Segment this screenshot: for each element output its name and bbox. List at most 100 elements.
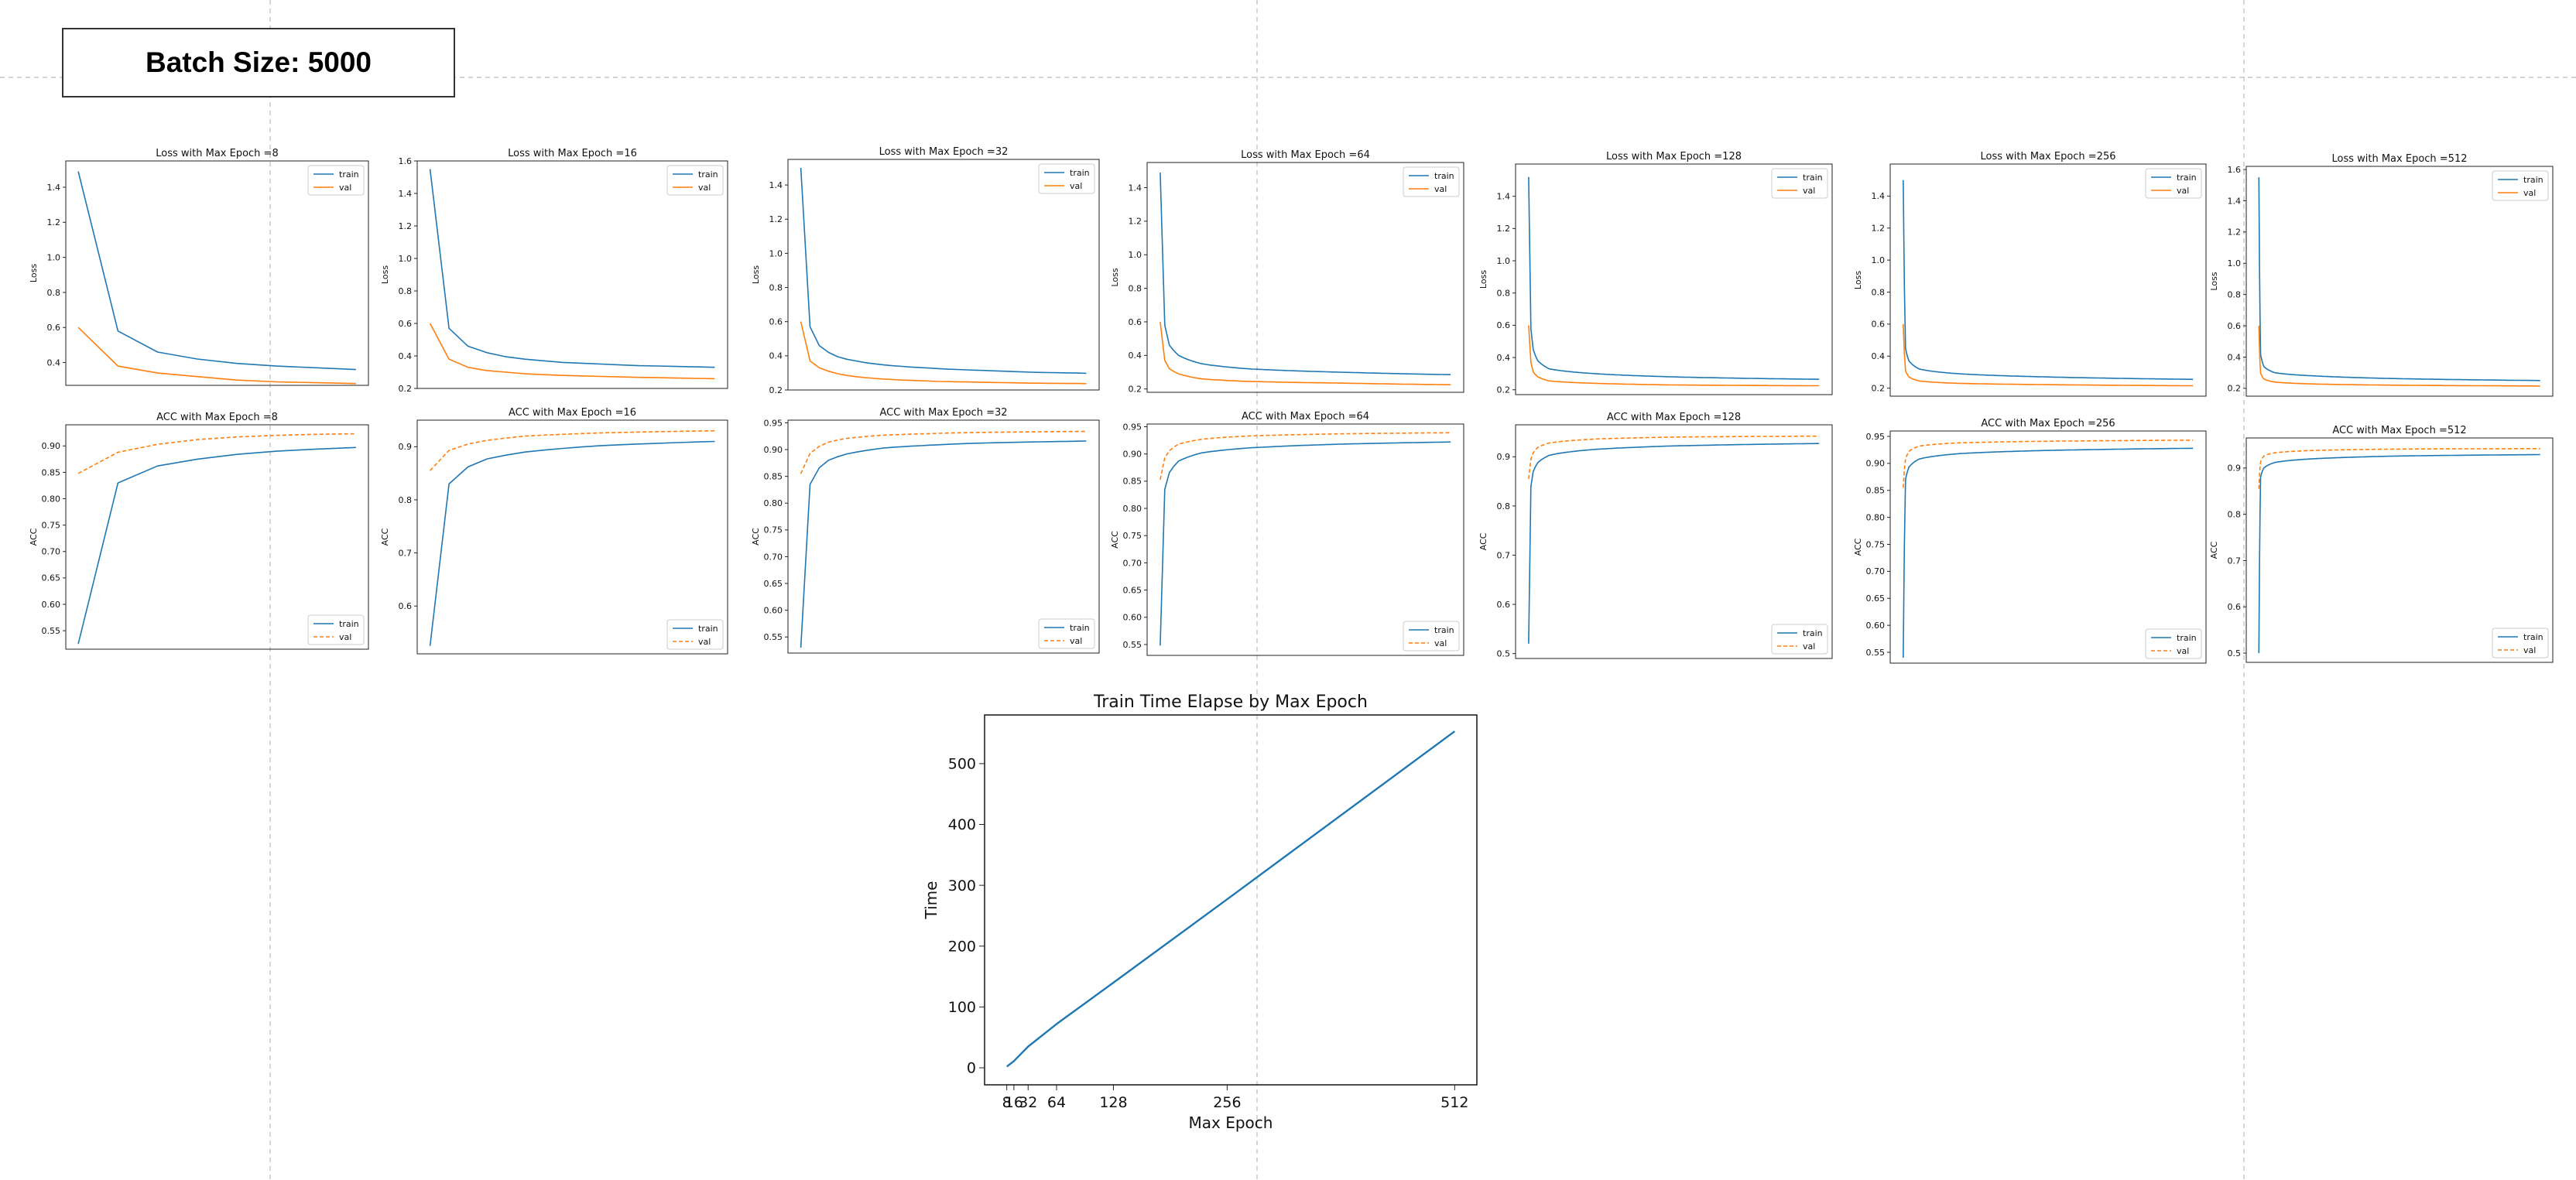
y-tick-label: 300 xyxy=(948,877,976,894)
subplot-15: Train Time Elapse by Max Epoch 0 100 200 300… xyxy=(922,693,1478,1132)
y-tick-label: 0.75 xyxy=(42,520,61,530)
legend-label-val: val xyxy=(1070,636,1082,646)
legend-label-train: train xyxy=(1803,628,1823,638)
legend-label-val: val xyxy=(1434,638,1447,648)
subplot-title: Loss with Max Epoch =32 xyxy=(879,146,1009,158)
legend-label-val: val xyxy=(698,637,711,647)
y-tick-label: 0.90 xyxy=(1123,450,1142,460)
y-tick-label: 0.5 xyxy=(2228,648,2242,658)
series-line-val xyxy=(800,430,1087,474)
y-tick-label: 0.7 xyxy=(2228,556,2242,566)
y-axis-label: Loss xyxy=(751,265,761,284)
y-tick-label: 1.6 xyxy=(399,156,413,166)
y-tick-label: 1.2 xyxy=(1129,217,1142,227)
legend-label-train: train xyxy=(1434,171,1454,181)
subplot-title: Loss with Max Epoch =16 xyxy=(508,148,637,159)
y-tick-label: 0.60 xyxy=(42,600,61,610)
subplot-13: ACC with Max Epoch =256 0.55 0.60 0.65 0.70 0… xyxy=(1853,418,2207,664)
y-tick-label: 0.80 xyxy=(1866,512,1886,522)
y-tick-label: 1.4 xyxy=(47,183,61,193)
legend: train val xyxy=(2145,628,2202,659)
subplot-11: ACC with Max Epoch =64 0.55 0.60 0.65 0.70 0.… xyxy=(1110,411,1464,656)
subplot-title: ACC with Max Epoch =64 xyxy=(1242,411,1369,422)
legend-label-train: train xyxy=(698,169,718,180)
y-tick-label: 0.90 xyxy=(1866,459,1886,469)
y-tick-label: 1.2 xyxy=(47,217,61,227)
subplot-title: ACC with Max Epoch =512 xyxy=(2332,425,2466,436)
y-tick-label: 1.4 xyxy=(769,180,783,190)
y-tick-label: 0.9 xyxy=(2228,463,2242,474)
y-tick-label: 1.2 xyxy=(1872,224,1886,234)
y-tick-label: 0.2 xyxy=(2228,384,2242,394)
series-line-val xyxy=(1903,323,2194,387)
axes-frame xyxy=(2245,437,2554,663)
legend-label-train: train xyxy=(2523,632,2543,642)
axes-frame xyxy=(65,160,369,386)
axes-frame xyxy=(1515,163,1833,395)
y-axis-label: Loss xyxy=(380,265,390,284)
legend: train val xyxy=(1403,166,1460,197)
legend-label-val: val xyxy=(1803,186,1815,196)
legend-label-val: val xyxy=(339,632,351,642)
legend: train val xyxy=(666,619,724,650)
y-tick-label: 1.2 xyxy=(399,221,413,231)
y-tick-label: 0.60 xyxy=(1866,621,1886,631)
subplot-title: Loss with Max Epoch =128 xyxy=(1606,151,1742,162)
y-tick-label: 0.65 xyxy=(1123,585,1142,595)
y-tick-label: 0.8 xyxy=(47,288,61,298)
y-tick-label: 0.65 xyxy=(764,579,783,589)
y-tick-label: 0.70 xyxy=(42,547,61,557)
subplot-title: ACC with Max Epoch =256 xyxy=(1981,418,2115,429)
y-tick-label: 0.95 xyxy=(1866,432,1886,442)
y-tick-label: 0.55 xyxy=(764,632,783,642)
series-line-train xyxy=(1528,443,1820,644)
y-tick-label: 0.8 xyxy=(399,286,413,296)
y-tick-label: 0.55 xyxy=(1123,640,1142,650)
legend-label-val: val xyxy=(698,183,711,193)
y-tick-label: 1.0 xyxy=(1872,255,1886,265)
y-tick-label: 100 xyxy=(948,999,976,1016)
legend: train val xyxy=(307,614,365,645)
y-tick-label: 0.6 xyxy=(1497,600,1511,610)
legend-label-train: train xyxy=(1070,168,1090,178)
x-tick-label: 8 xyxy=(1002,1094,1012,1111)
y-tick-label: 0.80 xyxy=(764,498,783,508)
axes-frame xyxy=(1515,424,1833,659)
series-line-val xyxy=(77,327,356,385)
y-tick-label: 0.6 xyxy=(47,323,61,333)
axes-frame xyxy=(1146,162,1464,393)
batch-size-box: Batch Size: 5000 xyxy=(62,28,455,97)
x-tick-label: 16 xyxy=(1005,1094,1023,1111)
y-tick-label: 0.75 xyxy=(1866,539,1886,549)
subplot-6: Loss with Max Epoch =256 0.2 0.4 0.6 0.8 1.0 1… xyxy=(1853,151,2207,397)
y-tick-label: 0.9 xyxy=(1497,452,1511,462)
series-line-train xyxy=(2258,177,2540,381)
subplot-title: ACC with Max Epoch =16 xyxy=(509,407,636,419)
axes-frame xyxy=(416,160,728,389)
legend: train val xyxy=(1038,163,1095,194)
y-tick-label: 0.90 xyxy=(764,445,783,455)
subplot-title: Loss with Max Epoch =8 xyxy=(156,148,278,159)
series-line-train xyxy=(800,167,1087,375)
y-tick-label: 0.8 xyxy=(1129,283,1142,293)
y-tick-label: 1.4 xyxy=(1497,192,1511,202)
y-tick-label: 0.75 xyxy=(1123,531,1142,541)
y-tick-label: 0.80 xyxy=(1123,504,1142,514)
subplot-4: Loss with Max Epoch =64 0.2 0.4 0.6 0.8 1.0 1.… xyxy=(1110,149,1464,395)
subplot-2: Loss with Max Epoch =16 0.2 0.4 0.6 0.8 1.0 1.… xyxy=(380,148,728,394)
legend-label-train: train xyxy=(2177,173,2197,183)
charts-layer: Loss with Max Epoch =8 0.4 0.6 0.8 1.0 1.2 1.4… xyxy=(29,146,2554,1132)
subplot-title: ACC with Max Epoch =32 xyxy=(879,407,1007,419)
legend-label-train: train xyxy=(1803,173,1823,183)
series-line-val xyxy=(1528,435,1820,479)
y-tick-label: 1.0 xyxy=(47,252,61,262)
axes-frame xyxy=(1146,423,1464,656)
subplot-8: ACC with Max Epoch =8 0.55 0.60 0.65 0.70 0.7… xyxy=(29,412,369,650)
series-line-val xyxy=(1528,325,1820,387)
y-tick-label: 0.90 xyxy=(42,441,61,451)
y-tick-label: 400 xyxy=(948,816,976,833)
y-axis-label: Time xyxy=(922,881,940,920)
series-line-val xyxy=(800,321,1087,385)
y-tick-label: 0.6 xyxy=(1497,320,1511,330)
series-line-val xyxy=(1160,321,1451,385)
